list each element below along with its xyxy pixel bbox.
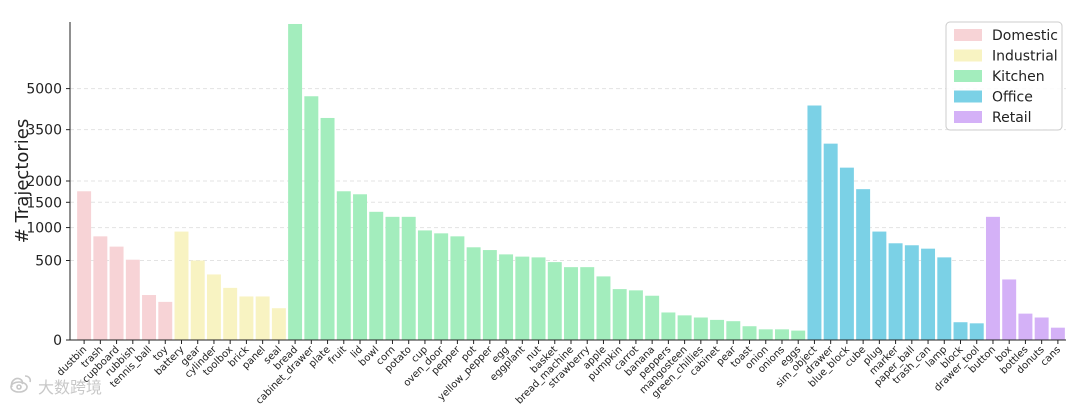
bar-toy — [158, 301, 173, 340]
bar-yellow-pepper — [482, 250, 497, 340]
y-ticks: 0 500 1000 1500 2000 3500 5000 — [26, 82, 70, 349]
bar-onion — [758, 329, 773, 340]
bar-drawer-tool — [969, 323, 984, 340]
bar-pumpkin — [612, 289, 627, 340]
y-axis-label: # Trajectories — [12, 119, 33, 243]
bar-egg — [499, 254, 514, 340]
bar-potato — [401, 216, 416, 340]
bar-panel — [255, 296, 270, 340]
bar-donuts — [1034, 317, 1049, 340]
bar-cube — [856, 189, 871, 340]
bar-pot — [466, 247, 481, 340]
legend-swatch-office — [954, 90, 982, 103]
legend-frame — [945, 21, 1063, 131]
bar-pepper — [450, 236, 465, 340]
bar-paper-ball — [904, 245, 919, 340]
bar-lid — [353, 194, 367, 340]
legend-label-industrial: Industrial — [992, 49, 1058, 65]
bar-peppers — [661, 312, 676, 340]
weibo-logo-icon — [10, 375, 32, 393]
bar-tennis-ball — [142, 295, 157, 340]
legend-swatch-industrial — [954, 49, 982, 62]
bar-bowl — [369, 211, 384, 340]
x-ticks: dustbintrashcupboardrubbishtennis_ballto… — [55, 340, 1063, 406]
bar-toast — [742, 326, 757, 340]
legend-swatch-kitchen — [954, 70, 982, 82]
y-tick-label: 1000 — [26, 221, 62, 237]
bar-cupboard — [109, 246, 124, 340]
legend-label-domestic: Domestic — [992, 28, 1058, 44]
bar-trash-can — [921, 248, 936, 340]
bar-nut — [531, 257, 546, 340]
legend-label-office: Office — [992, 90, 1033, 106]
bar-dustbin — [77, 191, 92, 340]
bar-bread-machine — [564, 267, 578, 340]
bar-lamp — [937, 257, 952, 340]
bar-basket — [547, 262, 562, 340]
x-tick-label: fruit — [327, 344, 349, 366]
bar-bread — [288, 23, 303, 341]
bar-mangosteen — [677, 315, 692, 340]
y-tick-label: 3500 — [26, 123, 62, 139]
bar-corn — [385, 216, 400, 340]
watermark: 大数跨境 — [10, 375, 102, 397]
bar-cabinet-drawer — [304, 96, 319, 340]
bar-block — [953, 322, 968, 340]
bar-bottles — [1018, 313, 1033, 340]
bar-oven-door — [434, 233, 449, 340]
bar-eggplant — [515, 256, 530, 340]
bars — [77, 23, 1065, 341]
bar-green-chillies — [693, 317, 708, 340]
bar-marker — [888, 243, 903, 340]
bar-gear — [190, 260, 205, 340]
bar-seal — [271, 308, 286, 340]
bar-eggs — [791, 330, 806, 340]
y-tick-label: 0 — [53, 333, 62, 349]
bar-fruit — [336, 191, 351, 340]
bar-trash — [93, 236, 108, 340]
legend-label-retail: Retail — [992, 110, 1032, 126]
legend-swatch-retail — [954, 111, 982, 123]
bar-apple — [596, 276, 611, 340]
bar-pear — [726, 321, 741, 340]
bar-box — [1002, 279, 1017, 340]
bar-onions — [775, 329, 789, 340]
watermark-text: 大数跨境 — [38, 378, 102, 397]
legend: Domestic Industrial Kitchen Office Retail — [945, 21, 1063, 131]
bar-carrot — [628, 290, 643, 340]
bar-brick — [239, 296, 254, 340]
bar-plate — [320, 117, 335, 340]
bar-battery — [174, 231, 189, 340]
bar-toolbox — [223, 287, 238, 340]
bar-banana — [645, 295, 660, 340]
y-tick-label: 1500 — [26, 195, 62, 211]
bar-plug — [872, 231, 887, 340]
bar-cans — [1050, 327, 1065, 340]
bar-drawer — [823, 143, 838, 340]
bar-cylinder — [206, 274, 221, 340]
legend-swatch-domestic — [954, 29, 982, 41]
bar-sim-object — [807, 105, 822, 340]
bar-rubbish — [125, 259, 140, 340]
legend-label-kitchen: Kitchen — [992, 69, 1045, 85]
y-tick-label: 5000 — [26, 82, 62, 98]
y-tick-label: 2000 — [26, 174, 62, 190]
bar-blue-block — [839, 167, 854, 340]
y-tick-label: 500 — [35, 254, 62, 270]
bar-button — [985, 216, 1000, 340]
bar-cup — [417, 230, 432, 340]
bar-cabinet — [710, 319, 725, 340]
bar-strawberry — [580, 267, 595, 340]
grid-lines — [70, 88, 1066, 261]
